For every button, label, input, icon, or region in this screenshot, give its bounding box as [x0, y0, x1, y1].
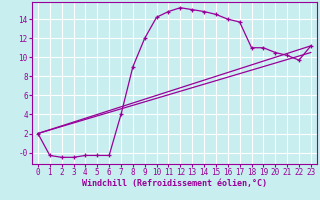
- X-axis label: Windchill (Refroidissement éolien,°C): Windchill (Refroidissement éolien,°C): [82, 179, 267, 188]
